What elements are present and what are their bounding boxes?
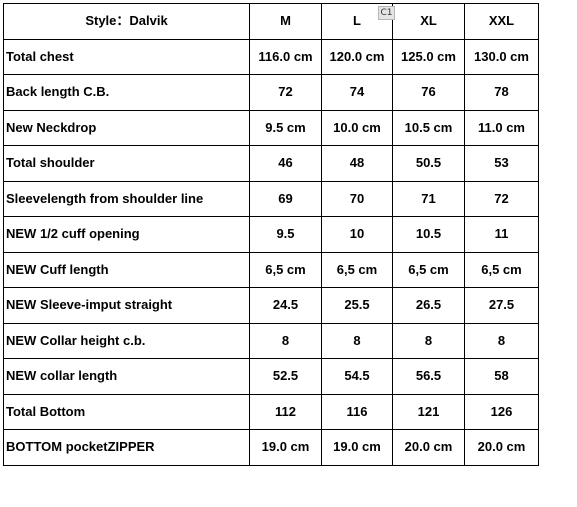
value-cell-xl[interactable]: 56.5 [392,358,465,395]
value-cell-xxl[interactable]: 130.0 cm [464,38,539,75]
style-name-cell[interactable]: Style：Dalvik [3,3,250,40]
value-cell-m[interactable]: 69 [249,180,322,217]
value-cell-m[interactable]: 116.0 cm [249,38,322,75]
value-cell-xl[interactable]: 76 [392,74,465,111]
value-cell-l[interactable]: 25.5 [321,287,393,324]
value-cell-xxl[interactable]: 72 [464,180,539,217]
table-row: Total chest 116.0 cm 120.0 cm 125.0 cm 1… [3,38,539,75]
value-cell-xl[interactable]: 50.5 [392,145,465,182]
value-cell-xl[interactable]: 71 [392,180,465,217]
value-cell-m[interactable]: 52.5 [249,358,322,395]
value-cell-xl[interactable]: 8 [392,322,465,359]
table-row: Back length C.B. 72 74 76 78 [3,74,539,111]
value-cell-l[interactable]: 70 [321,180,393,217]
measurement-label[interactable]: Total shoulder [3,145,250,182]
table-row: NEW 1/2 cuff opening 9.5 10 10.5 11 [3,216,539,253]
table-row: Total Bottom 112 116 121 126 [3,393,539,430]
value-cell-m[interactable]: 9.5 [249,216,322,253]
value-cell-m[interactable]: 46 [249,145,322,182]
value-cell-xxl[interactable]: 11.0 cm [464,109,539,146]
value-cell-m[interactable]: 6,5 cm [249,251,322,288]
value-cell-l[interactable]: 8 [321,322,393,359]
value-cell-l[interactable]: 19.0 cm [321,429,393,466]
table-row: Sleevelength from shoulder line 69 70 71… [3,180,539,217]
value-cell-xl[interactable]: 125.0 cm [392,38,465,75]
value-cell-xl[interactable]: 20.0 cm [392,429,465,466]
value-cell-xxl[interactable]: 6,5 cm [464,251,539,288]
value-cell-l[interactable]: 54.5 [321,358,393,395]
size-header-m[interactable]: M [249,3,322,40]
measurement-label[interactable]: NEW Cuff length [3,251,250,288]
value-cell-xxl[interactable]: 20.0 cm [464,429,539,466]
measurement-label[interactable]: Total chest [3,38,250,75]
measurement-label[interactable]: Total Bottom [3,393,250,430]
value-cell-m[interactable]: 8 [249,322,322,359]
table-row: NEW Sleeve-imput straight 24.5 25.5 26.5… [3,287,539,324]
measurement-label[interactable]: NEW Sleeve-imput straight [3,287,250,324]
size-spec-table: Style：Dalvik M L XL XXL Total chest 116.… [3,3,539,466]
measurement-label[interactable]: New Neckdrop [3,109,250,146]
value-cell-l[interactable]: 74 [321,74,393,111]
measurement-label[interactable]: NEW 1/2 cuff opening [3,216,250,253]
value-cell-xxl[interactable]: 8 [464,322,539,359]
value-cell-m[interactable]: 19.0 cm [249,429,322,466]
value-cell-xxl[interactable]: 58 [464,358,539,395]
value-cell-xl[interactable]: 10.5 cm [392,109,465,146]
measurement-label[interactable]: Back length C.B. [3,74,250,111]
comment-indicator[interactable]: C1 [378,6,395,20]
value-cell-xxl[interactable]: 27.5 [464,287,539,324]
value-cell-l[interactable]: 6,5 cm [321,251,393,288]
measurement-label[interactable]: BOTTOM pocketZIPPER [3,429,250,466]
value-cell-xxl[interactable]: 53 [464,145,539,182]
value-cell-l[interactable]: 10.0 cm [321,109,393,146]
value-cell-xl[interactable]: 10.5 [392,216,465,253]
value-cell-xxl[interactable]: 78 [464,74,539,111]
value-cell-l[interactable]: 120.0 cm [321,38,393,75]
table-row: Total shoulder 46 48 50.5 53 [3,145,539,182]
measurement-label[interactable]: NEW Collar height c.b. [3,322,250,359]
value-cell-l[interactable]: 116 [321,393,393,430]
size-header-xl[interactable]: XL [392,3,465,40]
value-cell-m[interactable]: 24.5 [249,287,322,324]
value-cell-l[interactable]: 48 [321,145,393,182]
value-cell-m[interactable]: 112 [249,393,322,430]
table-row: NEW Collar height c.b. 8 8 8 8 [3,322,539,359]
table-row: NEW Cuff length 6,5 cm 6,5 cm 6,5 cm 6,5… [3,251,539,288]
value-cell-l[interactable]: 10 [321,216,393,253]
value-cell-xl[interactable]: 26.5 [392,287,465,324]
size-header-xxl[interactable]: XXL [464,3,539,40]
header-row: Style：Dalvik M L XL XXL [3,3,539,40]
value-cell-m[interactable]: 72 [249,74,322,111]
measurement-label[interactable]: Sleevelength from shoulder line [3,180,250,217]
table-row: NEW collar length 52.5 54.5 56.5 58 [3,358,539,395]
value-cell-m[interactable]: 9.5 cm [249,109,322,146]
measurement-label[interactable]: NEW collar length [3,358,250,395]
table-row: BOTTOM pocketZIPPER 19.0 cm 19.0 cm 20.0… [3,429,539,466]
value-cell-xxl[interactable]: 11 [464,216,539,253]
table-row: New Neckdrop 9.5 cm 10.0 cm 10.5 cm 11.0… [3,109,539,146]
value-cell-xxl[interactable]: 126 [464,393,539,430]
value-cell-xl[interactable]: 121 [392,393,465,430]
value-cell-xl[interactable]: 6,5 cm [392,251,465,288]
